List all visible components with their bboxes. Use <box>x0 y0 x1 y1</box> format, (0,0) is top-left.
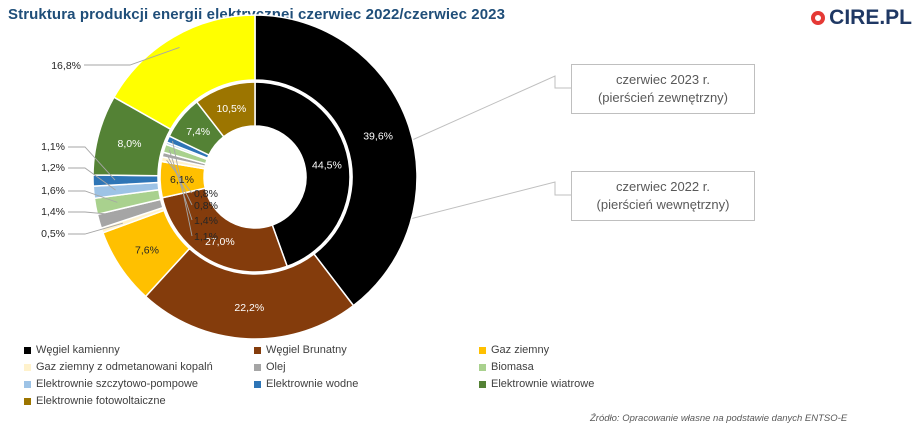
outer-slice-wegiel-kamienny <box>254 14 418 307</box>
inner-label-elektrownie-wiatrowe: 7,4% <box>186 126 210 138</box>
legend-label-elektrownie-szczytowo-pompowe: Elektrownie szczytowo-pompowe <box>36 378 199 390</box>
inner-label-olej: 0,8% <box>194 200 218 212</box>
legend-item-elektrownie-szczytowo-pompowe: Elektrownie szczytowo-pompowe <box>24 378 254 390</box>
outer-ring-2023 <box>92 14 418 340</box>
callout-connectors <box>315 75 571 244</box>
inner-label-elektrownie-wodne-leader <box>172 140 193 237</box>
outer-label-elektrownie-wodne: 1,1% <box>41 141 65 153</box>
inner-label-wegiel-brunatny: 27,0% <box>205 236 235 248</box>
outer-label-gaz-ziemny-z-odmetanowani-kopaln-leader <box>68 222 123 235</box>
legend-label-elektrownie-wiatrowe: Elektrownie wiatrowe <box>491 378 595 390</box>
inner-label-biomasa: 1,4% <box>194 215 218 227</box>
legend-item-elektrownie-wiatrowe: Elektrownie wiatrowe <box>479 378 664 390</box>
legend-label-elektrownie-fotowoltaiczne: Elektrownie fotowoltaiczne <box>36 395 166 407</box>
legend-item-elektrownie-wodne: Elektrownie wodne <box>254 378 479 390</box>
callout-inner-line2: (pierścień wewnętrzny) <box>596 197 730 212</box>
inner-label-elektrownie-fotowoltaiczne: 10,5% <box>216 103 246 115</box>
cire-logo-dot-icon <box>811 11 826 25</box>
inner-slice-wegiel-brunatny <box>161 187 289 273</box>
legend-item-biomasa: Biomasa <box>479 361 664 373</box>
legend-swatch-elektrownie-wodne <box>254 380 261 388</box>
outer-slice-wegiel-brunatny <box>144 247 355 340</box>
outer-slice-elektrownie-fotowoltaiczne <box>113 14 256 131</box>
inner-label-gaz-ziemny-z-odmetanowani-kopaln: 0,8% <box>194 188 218 200</box>
chart-legend: Węgiel kamienny Węgiel Brunatny Gaz ziemny… <box>24 344 664 407</box>
inner-slice-wegiel-kamienny <box>254 81 351 268</box>
legend-swatch-wegiel-brunatny <box>254 346 261 354</box>
legend-label-olej: Olej <box>266 361 286 373</box>
outer-label-elektrownie-wiatrowe: 8,0% <box>118 138 142 150</box>
inner-ring-2022 <box>159 81 351 273</box>
legend-item-wegiel-brunatny: Węgiel Brunatny <box>254 344 479 356</box>
inner-label-elektrownie-wodne: 1,1% <box>194 231 218 243</box>
legend-swatch-elektrownie-fotowoltaiczne <box>24 397 31 405</box>
callout-outer-line2: (pierścień zewnętrzny) <box>597 90 729 105</box>
legend-swatch-biomasa <box>479 363 486 371</box>
legend-label-gaz-ziemny: Gaz ziemny <box>491 344 550 356</box>
callout-inner-line1: czerwiec 2022 r. <box>616 179 710 194</box>
legend-swatch-gaz-ziemny <box>479 346 486 354</box>
inner-slice-elektrownie-fotowoltaiczne <box>195 81 256 138</box>
source-note: Źródło: Opracowanie własne na podstawie … <box>590 413 848 424</box>
outer-label-biomasa-leader <box>68 190 118 203</box>
legend-item-wegiel-kamienny: Węgiel kamienny <box>24 344 254 356</box>
legend-label-biomasa: Biomasa <box>491 361 534 373</box>
legend-item-gaz-ziemny-z-odmetanowani-kopaln: Gaz ziemny z odmetanowani kopalń <box>24 361 254 373</box>
callout-outer-ring: czerwiec 2023 r. (pierścień zewnętrzny) <box>571 64 755 114</box>
legend-label-wegiel-kamienny: Węgiel kamienny <box>36 344 120 356</box>
outer-label-elektrownie-szczytowo-pompowe: 1,2% <box>41 162 65 174</box>
outer-label-biomasa: 1,6% <box>41 185 65 197</box>
outer-label-elektrownie-fotowoltaiczne: 16,8% <box>51 60 81 72</box>
legend-swatch-elektrownie-szczytowo-pompowe <box>24 380 31 388</box>
legend-item-elektrownie-fotowoltaiczne: Elektrownie fotowoltaiczne <box>24 395 254 407</box>
cire-logo[interactable]: CIRE.PL <box>811 6 912 30</box>
legend-label-wegiel-brunatny: Węgiel Brunatny <box>266 344 347 356</box>
outer-label-elektrownie-szczytowo-pompowe-leader <box>68 167 116 191</box>
donut-chart: 39,6% 22,2% 7,6% 0,5% 1,4% 1,6% 1,2% 1,1% 8,0% 16… <box>41 14 571 340</box>
callout-outer-line1: czerwiec 2023 r. <box>616 72 710 87</box>
inner-label-biomasa-leader <box>168 149 193 221</box>
label-leader-lines <box>68 46 193 237</box>
legend-swatch-wegiel-kamienny <box>24 346 31 354</box>
callout-outer-connector <box>371 75 571 159</box>
legend-item-olej: Olej <box>254 361 479 373</box>
inner-label-wegiel-kamienny: 44,5% <box>312 159 342 171</box>
inner-label-olej-leader <box>167 155 193 206</box>
outer-label-wegiel-brunatny: 22,2% <box>234 302 264 314</box>
data-labels: 39,6% 22,2% 7,6% 0,5% 1,4% 1,6% 1,2% 1,1% 8,0% 16… <box>41 60 393 314</box>
legend-swatch-gaz-ziemny-z-odmetanowani-kopaln <box>24 363 31 371</box>
outer-label-wegiel-kamienny: 39,6% <box>363 130 393 142</box>
legend-label-elektrownie-wodne: Elektrownie wodne <box>266 378 359 390</box>
inner-label-gaz-ziemny: 6,1% <box>170 174 194 186</box>
callout-inner-connector <box>315 181 571 244</box>
outer-label-gaz-ziemny: 7,6% <box>135 244 159 256</box>
outer-label-elektrownie-fotowoltaiczne-leader <box>84 46 180 66</box>
legend-label-gaz-ziemny-z-odmetanowani-kopaln: Gaz ziemny z odmetanowani kopalń <box>36 361 213 373</box>
outer-label-elektrownie-wodne-leader <box>68 146 116 181</box>
outer-label-olej-leader <box>68 211 121 216</box>
legend-swatch-elektrownie-wiatrowe <box>479 380 486 388</box>
legend-swatch-olej <box>254 363 261 371</box>
outer-label-olej: 1,4% <box>41 206 65 218</box>
callout-inner-ring: czerwiec 2022 r. (pierścień wewnętrzny) <box>571 171 755 221</box>
inner-label-gaz-ziemny-z-odmetanowani-kopaln-leader <box>166 159 193 194</box>
logo-text: CIRE.PL <box>829 6 912 29</box>
legend-item-gaz-ziemny: Gaz ziemny <box>479 344 664 356</box>
outer-label-gaz-ziemny-z-odmetanowani-kopaln: 0,5% <box>41 228 65 240</box>
